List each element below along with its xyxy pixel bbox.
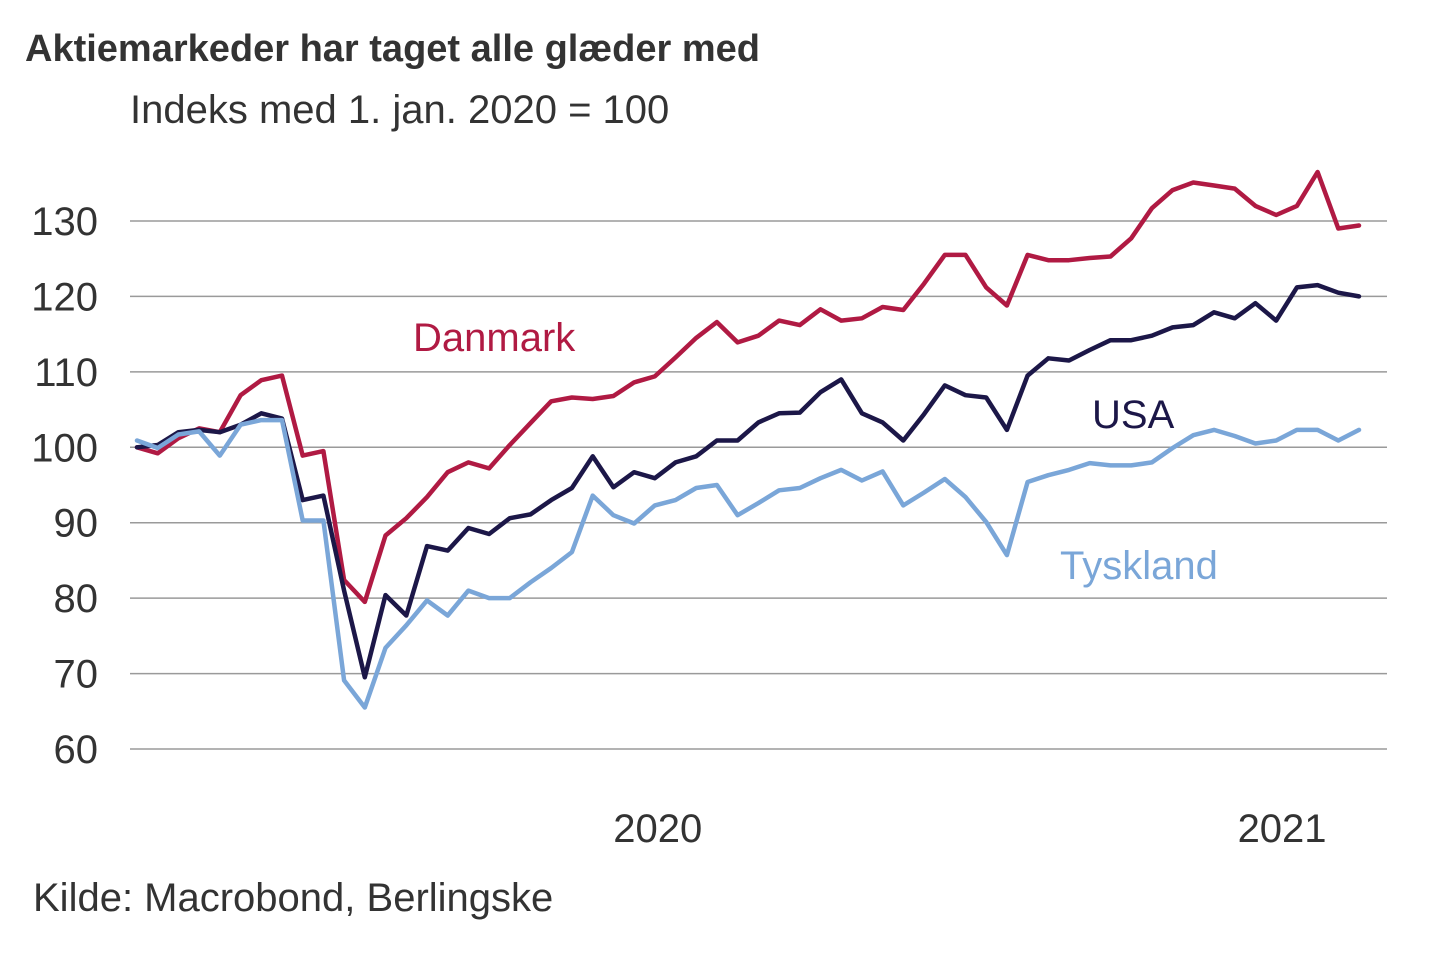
series-line-tyskland (134, 417, 1362, 710)
y-tick-label: 120 (31, 275, 98, 319)
y-tick-label: 70 (54, 653, 99, 697)
series-label-danmark: Danmark (413, 316, 576, 360)
series-label-usa: USA (1092, 393, 1175, 437)
y-tick-label: 60 (54, 728, 99, 772)
y-tick-label: 100 (31, 426, 98, 470)
series-line-danmark (134, 169, 1362, 605)
x-tick-label: 2021 (1238, 807, 1327, 851)
source-note: Kilde: Macrobond, Berlingske (33, 876, 554, 920)
y-tick-label: 80 (54, 577, 99, 621)
series-line-usa (134, 282, 1362, 680)
chart-subtitle: Indeks med 1. jan. 2020 = 100 (130, 88, 670, 132)
series-label-tyskland: Tyskland (1060, 544, 1218, 588)
y-tick-label: 130 (31, 200, 98, 244)
x-tick-label: 2020 (613, 807, 702, 851)
y-tick-label: 90 (54, 502, 99, 546)
chart-title: Aktiemarkeder har taget alle glæder med (25, 28, 760, 70)
y-tick-label: 110 (34, 351, 98, 395)
